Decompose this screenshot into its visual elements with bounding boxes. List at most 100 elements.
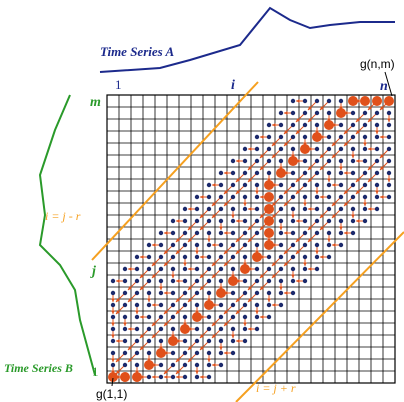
arrow-head: [332, 202, 336, 206]
cell-dot: [254, 326, 260, 332]
cell-dot: [218, 362, 224, 368]
arrow-head: [236, 178, 240, 182]
arrow-head: [375, 190, 379, 194]
arrow-head: [291, 274, 295, 278]
cell-dot: [134, 314, 140, 320]
cell-dot: [350, 218, 356, 224]
a-end: n: [380, 79, 388, 94]
arrow-head: [123, 322, 127, 326]
cell-dot: [326, 170, 332, 176]
arrow-head: [296, 238, 300, 242]
cells: [108, 96, 394, 382]
arrow-head: [320, 214, 324, 218]
arrow-head: [272, 123, 276, 127]
cell-dot: [266, 302, 272, 308]
arrow-head: [147, 298, 151, 302]
cell-dot: [134, 326, 140, 332]
cell-dot: [170, 362, 176, 368]
arrow-head: [344, 202, 348, 206]
arrow-head: [296, 118, 300, 122]
cell-dot: [338, 158, 344, 164]
arrow-head: [200, 274, 204, 278]
arrow-head: [260, 226, 264, 230]
cell-dot: [146, 314, 152, 320]
arrow-head: [284, 111, 288, 115]
cell-dot: [278, 194, 284, 200]
arrow-head: [296, 250, 300, 254]
arrow-head: [140, 255, 144, 259]
arrow-head: [207, 238, 211, 242]
cell-dot: [206, 314, 212, 320]
arrow-head: [236, 250, 240, 254]
cell-dot: [254, 158, 260, 164]
arrow-head: [308, 178, 312, 182]
cell-dot: [158, 326, 164, 332]
cell-dot: [110, 302, 116, 308]
arrow-head: [284, 190, 288, 194]
arrow-head: [272, 214, 276, 218]
cell-dot: [290, 290, 296, 296]
path-dot: [264, 204, 274, 214]
arrow-head: [164, 310, 168, 314]
arrow-head: [236, 310, 240, 314]
cell-dot: [206, 242, 212, 248]
arrow-head: [200, 195, 204, 199]
cell-dot: [326, 254, 332, 260]
cell-dot: [338, 242, 344, 248]
arrow-head: [327, 178, 331, 182]
arrow-head: [380, 106, 384, 110]
cell-dot: [218, 206, 224, 212]
arrow-head: [212, 274, 216, 278]
cell-dot: [242, 278, 248, 284]
cell-dot: [194, 206, 200, 212]
cell-dot: [326, 206, 332, 212]
cell-dot: [266, 266, 272, 272]
arrow-head: [140, 286, 144, 290]
cell-dot: [158, 242, 164, 248]
cell-dot: [170, 218, 176, 224]
cell-dot: [362, 146, 368, 152]
cell-dot: [170, 314, 176, 320]
arrow-head: [248, 286, 252, 290]
arrow-head: [116, 279, 120, 283]
cell-dot: [290, 242, 296, 248]
arrow-head: [284, 250, 288, 254]
cell-dot: [206, 230, 212, 236]
path-dot: [216, 288, 226, 298]
arrow-head: [296, 219, 300, 223]
cell-dot: [362, 110, 368, 116]
arrow-head: [176, 298, 180, 302]
arrow-head: [284, 291, 288, 295]
arrow-head: [111, 334, 115, 338]
series-b-curve: [38, 94, 96, 376]
arrow-head: [255, 190, 259, 194]
cell-dot: [122, 266, 128, 272]
cell-dot: [290, 98, 296, 104]
cell-dot: [362, 122, 368, 128]
cell-dot: [170, 278, 176, 284]
cell-dot: [194, 290, 200, 296]
cell-dot: [146, 242, 152, 248]
arrow-head: [164, 262, 168, 266]
arrow-head: [291, 214, 295, 218]
cell-dot: [230, 314, 236, 320]
cell-dot: [326, 158, 332, 164]
path-dot: [120, 372, 130, 382]
arrow-head: [380, 166, 384, 170]
arrow-head: [356, 190, 360, 194]
arrow-head: [111, 358, 115, 362]
arrow-head: [332, 243, 336, 247]
arrow-head: [176, 279, 180, 283]
cell-dot: [182, 218, 188, 224]
arrow-head: [279, 226, 283, 230]
cell-dot: [110, 338, 116, 344]
cell-dot: [326, 146, 332, 152]
cell-dot: [158, 254, 164, 260]
arrow-head: [272, 142, 276, 146]
arrow-head: [308, 207, 312, 211]
cell-dot: [254, 182, 260, 188]
arrow-head: [200, 334, 204, 338]
b-index: j: [90, 264, 96, 279]
arrow-head: [219, 346, 223, 350]
cell-dot: [194, 254, 200, 260]
